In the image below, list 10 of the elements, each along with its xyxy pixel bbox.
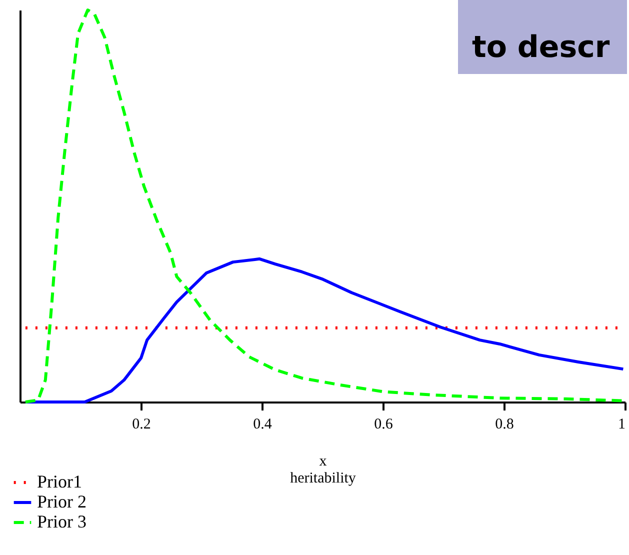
x-tick-label: 0.6 xyxy=(374,416,394,432)
annotation: to descr xyxy=(472,30,610,65)
x-tick-label: 0.2 xyxy=(132,416,151,432)
x-tick-label: 0.8 xyxy=(495,416,514,432)
legend-label: Prior 2 xyxy=(37,492,86,512)
legend-label: Prior1 xyxy=(37,472,82,492)
x-tick-label: 1 xyxy=(618,416,626,432)
x-tick-label: 0.4 xyxy=(253,416,272,432)
legend-label: Prior 3 xyxy=(37,512,86,532)
x-axis-title: x heritability xyxy=(290,454,356,486)
